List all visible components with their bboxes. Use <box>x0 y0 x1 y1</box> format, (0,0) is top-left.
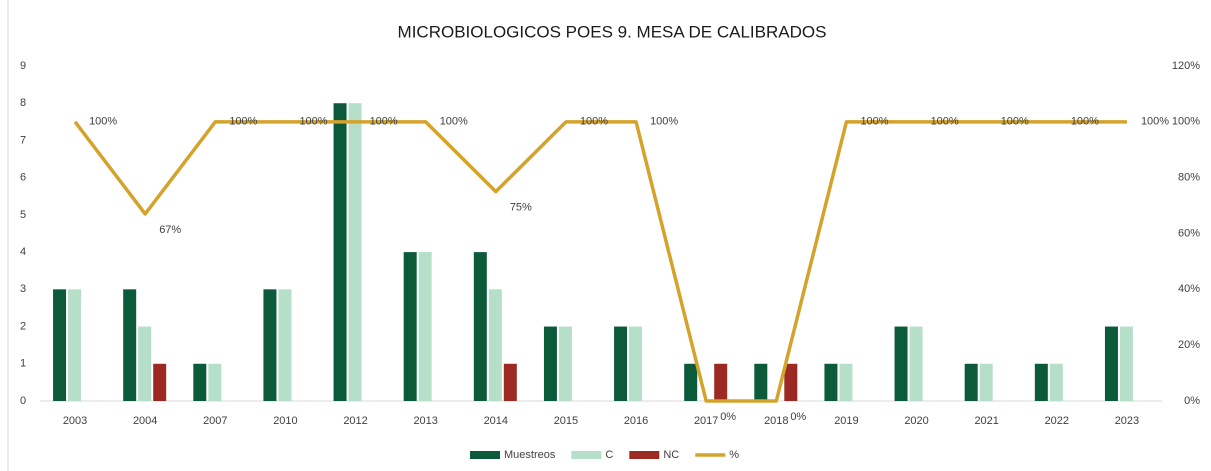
bar <box>979 363 993 401</box>
legend-swatch <box>571 451 602 459</box>
data-label: 100% <box>299 116 327 128</box>
legend-label: NC <box>663 449 679 461</box>
bar <box>614 326 628 401</box>
x-tick-label: 2004 <box>133 415 157 427</box>
y2-tick-label: 40% <box>1178 283 1200 295</box>
data-label: 100% <box>650 116 678 128</box>
data-label: 100% <box>440 116 468 128</box>
y2-tick-label: 100% <box>1172 116 1200 128</box>
bar <box>53 289 67 401</box>
y-tick-label: 2 <box>20 320 26 332</box>
y-tick-label: 9 <box>20 60 26 72</box>
data-label: 100% <box>580 116 608 128</box>
x-tick-label: 2020 <box>904 415 928 427</box>
chart-title: MICROBIOLOGICOS POES 9. MESA DE CALIBRAD… <box>398 22 827 41</box>
x-tick-label: 2007 <box>203 415 227 427</box>
data-label: 100% <box>1071 116 1099 128</box>
y2-tick-label: 20% <box>1178 339 1200 351</box>
y-tick-label: 1 <box>20 358 26 370</box>
bar <box>418 252 432 401</box>
y2-tick-label: 120% <box>1172 60 1200 72</box>
bar <box>138 326 152 401</box>
bar <box>894 326 908 401</box>
x-tick-label: 2013 <box>413 415 437 427</box>
line <box>73 120 1127 403</box>
bar <box>68 289 82 401</box>
y-tick-label: 5 <box>20 209 26 221</box>
bar <box>1104 326 1118 401</box>
bar <box>1034 363 1048 401</box>
bar <box>193 363 207 401</box>
bar <box>473 252 487 401</box>
bar <box>1049 363 1063 401</box>
x-tick-label: 2023 <box>1115 415 1139 427</box>
legend-swatch <box>629 451 660 459</box>
bar <box>503 363 517 401</box>
y-tick-label: 0 <box>20 395 26 407</box>
bar <box>278 289 292 401</box>
y-tick-label: 6 <box>20 172 26 184</box>
legend-label: % <box>729 449 739 461</box>
y-tick-label: 8 <box>20 97 26 109</box>
x-tick-label: 2022 <box>1045 415 1069 427</box>
x-tick-label: 2003 <box>63 415 87 427</box>
x-tick-label: 2014 <box>484 415 508 427</box>
data-label: 100% <box>89 116 117 128</box>
x-tick-label: 2021 <box>974 415 998 427</box>
x-tick-label: 2012 <box>343 415 367 427</box>
bar <box>784 363 798 401</box>
data-label: 100% <box>370 116 398 128</box>
bar <box>153 363 167 401</box>
bar <box>909 326 923 401</box>
bar <box>714 363 728 401</box>
bar <box>403 252 417 401</box>
bar <box>333 103 347 401</box>
data-label: 0% <box>720 411 736 423</box>
bar <box>684 363 698 401</box>
data-label: 75% <box>510 202 532 214</box>
bar <box>824 363 838 401</box>
bar <box>123 289 137 401</box>
bar <box>964 363 978 401</box>
x-tick-label: 2018 <box>764 415 788 427</box>
data-label: 67% <box>159 224 181 236</box>
data-label: 100% <box>229 116 257 128</box>
legend-label: C <box>605 449 613 461</box>
data-label: 100% <box>931 116 959 128</box>
bar <box>488 289 502 401</box>
y2-tick-label: 80% <box>1178 172 1200 184</box>
legend-label: Muestreos <box>504 449 556 461</box>
x-tick-label: 2010 <box>273 415 297 427</box>
bar <box>208 363 222 401</box>
bar <box>263 289 277 401</box>
data-label: 100% <box>1141 116 1169 128</box>
y-tick-label: 7 <box>20 134 26 146</box>
bar <box>754 363 768 401</box>
x-tick-label: 2016 <box>624 415 648 427</box>
bar <box>629 326 643 401</box>
legend-swatch <box>470 451 500 459</box>
bar <box>1119 326 1133 401</box>
data-label: 100% <box>860 116 888 128</box>
y2-tick-label: 60% <box>1178 227 1200 239</box>
bar <box>348 103 362 401</box>
x-tick-label: 2017 <box>694 415 718 427</box>
y-tick-label: 3 <box>20 283 26 295</box>
y2-tick-label: 0% <box>1184 395 1200 407</box>
bar <box>839 363 853 401</box>
data-label: 0% <box>790 411 806 423</box>
bar <box>558 326 572 401</box>
data-label: 100% <box>1001 116 1029 128</box>
x-tick-label: 2019 <box>834 415 858 427</box>
bar <box>543 326 557 401</box>
y-tick-label: 4 <box>20 246 26 258</box>
x-tick-label: 2015 <box>554 415 578 427</box>
